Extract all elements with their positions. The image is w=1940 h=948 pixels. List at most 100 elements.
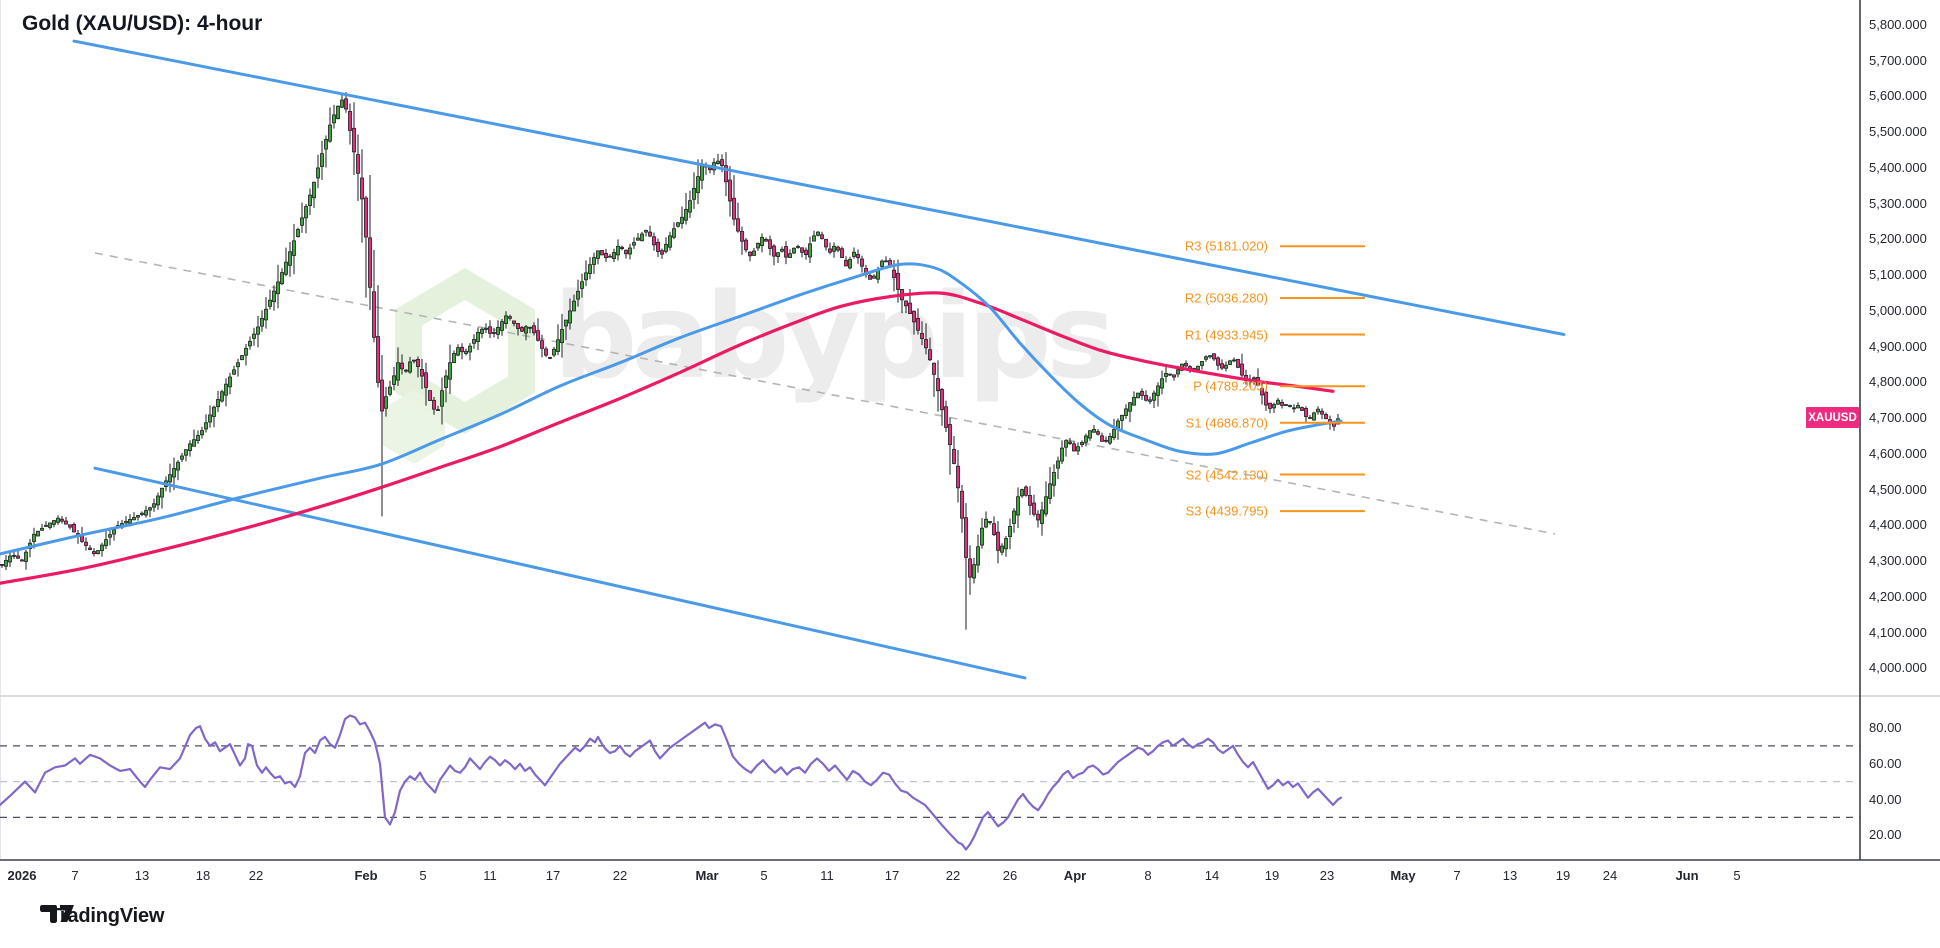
candle-body [504, 315, 508, 325]
candle-body [768, 239, 772, 249]
candle-body [0, 564, 4, 566]
candle-body [152, 503, 156, 508]
candle-body [128, 519, 132, 524]
candle-body [20, 559, 24, 562]
candle-body [648, 231, 652, 237]
candle-body [1288, 405, 1292, 407]
candle-body [464, 350, 468, 354]
time-axis-label: 8 [1144, 868, 1152, 883]
candle-body [520, 327, 524, 332]
candle-body [264, 308, 268, 321]
candle-body [576, 290, 580, 300]
price-axis-label: 5,800.000 [1869, 17, 1927, 32]
candle-body [1092, 428, 1096, 433]
time-axis-label: 22 [248, 868, 264, 883]
candle-body [1080, 442, 1084, 446]
time-axis-label: 13 [1502, 868, 1518, 883]
candle-body [844, 259, 848, 267]
candle-body [728, 179, 732, 202]
candle-body [1124, 408, 1128, 416]
candle-body [852, 251, 856, 257]
candle-body [1296, 405, 1300, 409]
candle-body [932, 362, 936, 375]
symbol-price-tag-label: XAUUSD [1808, 411, 1857, 424]
candle-body [1056, 460, 1060, 469]
candle-body [924, 339, 928, 349]
candle-body [912, 310, 916, 323]
candle-body [644, 229, 648, 233]
candle-body [1172, 374, 1176, 378]
candle-body [336, 105, 340, 120]
candle-body [568, 310, 572, 324]
candle-body [616, 245, 620, 256]
candle-body [736, 218, 740, 232]
candle-body [468, 345, 472, 353]
time-axis-label: 7 [71, 868, 79, 883]
candle-body [536, 330, 540, 341]
candle-body [36, 530, 40, 537]
price-axis-label: 4,500.000 [1869, 481, 1927, 497]
candle-body [896, 272, 900, 290]
candle-body [420, 368, 424, 377]
price-axis-label: 4,800.000 [1869, 374, 1927, 390]
candle-body [492, 332, 496, 334]
candle-body [600, 250, 604, 256]
time-axis-label: 5 [419, 868, 427, 883]
candle-body [1236, 358, 1240, 368]
candle-body [1220, 363, 1224, 369]
candle-body [248, 340, 252, 347]
candle-body [620, 246, 624, 250]
candle-body [208, 414, 212, 423]
candle-body [1160, 378, 1164, 389]
candle-body [184, 449, 188, 456]
time-axis-label: 26 [1002, 868, 1018, 883]
candle-body [688, 200, 692, 213]
rsi-panel[interactable] [0, 714, 1860, 851]
candle-body [1204, 356, 1208, 360]
rsi-line [0, 714, 1343, 851]
candle-body [916, 317, 920, 331]
candle-body [1184, 362, 1188, 367]
candle-body [968, 558, 972, 578]
candle-body [480, 328, 484, 334]
tradingview-logo[interactable]: TradingView [40, 905, 164, 928]
candle-body [72, 523, 76, 533]
candle-body [512, 320, 516, 324]
candle-body [656, 241, 660, 252]
candle-body [928, 349, 932, 361]
candle-body [872, 275, 876, 279]
candle-body [624, 249, 628, 255]
ma-fast-line [0, 262, 1343, 556]
candle-body [596, 250, 600, 259]
time-axis-label: 24 [1602, 868, 1618, 883]
price-axis-label: 4,900.000 [1869, 338, 1927, 354]
candle-body [380, 379, 384, 412]
ma-slow-line [0, 291, 1335, 585]
chart-title: Gold (XAU/USD): 4-hour [22, 12, 263, 35]
candle-body [228, 376, 232, 388]
candle-body [276, 281, 280, 295]
candle-body [352, 127, 356, 153]
candle-body [56, 517, 60, 523]
candle-body [1108, 436, 1112, 444]
candle-body [1088, 430, 1092, 439]
candle-body [840, 248, 844, 258]
candle-body [720, 159, 724, 166]
candle-body [580, 281, 584, 289]
indicator-axis-label: 80.00 [1869, 720, 1902, 735]
candle-body [724, 165, 728, 183]
main-panel[interactable] [0, 39, 1566, 680]
candle-body [588, 264, 592, 274]
candle-body [700, 164, 704, 181]
candle-body [756, 242, 760, 249]
candle-body [1168, 373, 1172, 376]
candle-body [508, 316, 512, 319]
candle-body [308, 194, 312, 206]
candle-body [148, 507, 152, 511]
candle-body [196, 435, 200, 441]
candle-body [608, 255, 612, 258]
candle-body [364, 197, 368, 238]
candle-body [1304, 408, 1308, 418]
